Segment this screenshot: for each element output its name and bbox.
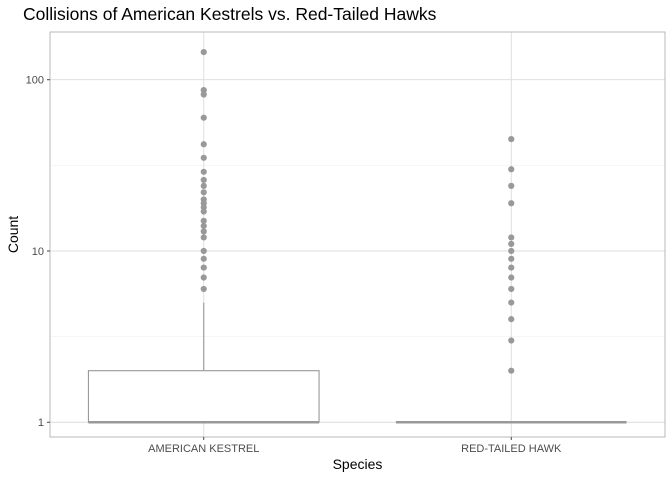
outlier-point <box>508 255 515 262</box>
panel-border <box>49 31 666 438</box>
outlier-point <box>200 222 207 230</box>
outlier-point <box>200 189 207 196</box>
box-body <box>87 370 320 423</box>
outlier-point <box>508 337 515 344</box>
outlier-point <box>200 255 207 262</box>
chart-title: Collisions of American Kestrels vs. Red-… <box>23 4 437 24</box>
outlier-point <box>200 264 207 271</box>
x-tick-label: AMERICAN KESTREL <box>148 443 259 455</box>
outlier-point <box>200 285 207 293</box>
box-layer <box>87 49 627 424</box>
outlier-point <box>508 299 515 306</box>
outlier-point <box>508 182 515 189</box>
outlier-point <box>200 228 207 235</box>
outlier-point <box>200 247 207 255</box>
y-axis-title: Count <box>5 216 21 253</box>
outlier-point <box>200 168 207 175</box>
outlier-point <box>200 86 207 94</box>
outlier-point <box>508 316 515 323</box>
outlier-point <box>200 154 207 161</box>
outlier-point <box>200 114 207 121</box>
outlier-point <box>200 49 207 56</box>
outlier-point <box>508 234 515 241</box>
outlier-point <box>200 176 207 184</box>
outlier-point <box>508 200 515 207</box>
outlier-point <box>200 274 207 281</box>
box-1 <box>87 49 320 424</box>
outlier-point <box>508 285 515 293</box>
axes: 1 10 100 AMERICAN KESTREL RED-TAILED HAWK <box>26 75 562 455</box>
outlier-point <box>200 182 207 189</box>
outlier-point <box>200 208 207 215</box>
outlier-point <box>508 274 515 281</box>
outlier-point <box>508 166 515 173</box>
outlier-point <box>200 196 207 203</box>
outlier-point <box>508 367 515 374</box>
x-axis-title: Species <box>333 456 383 472</box>
y-tick-label: 1 <box>38 417 44 429</box>
outlier-point <box>200 91 207 98</box>
y-tick-label: 100 <box>26 75 44 87</box>
outlier-point <box>508 264 515 271</box>
outlier-point <box>200 141 207 148</box>
x-tick-label: RED-TAILED HAWK <box>461 443 562 455</box>
outlier-point <box>508 136 515 143</box>
outlier-point <box>508 247 515 255</box>
y-tick-label: 10 <box>32 246 44 258</box>
box-2 <box>395 136 627 424</box>
outlier-point <box>200 234 207 241</box>
outlier-point <box>508 240 515 248</box>
outlier-point <box>200 217 207 224</box>
